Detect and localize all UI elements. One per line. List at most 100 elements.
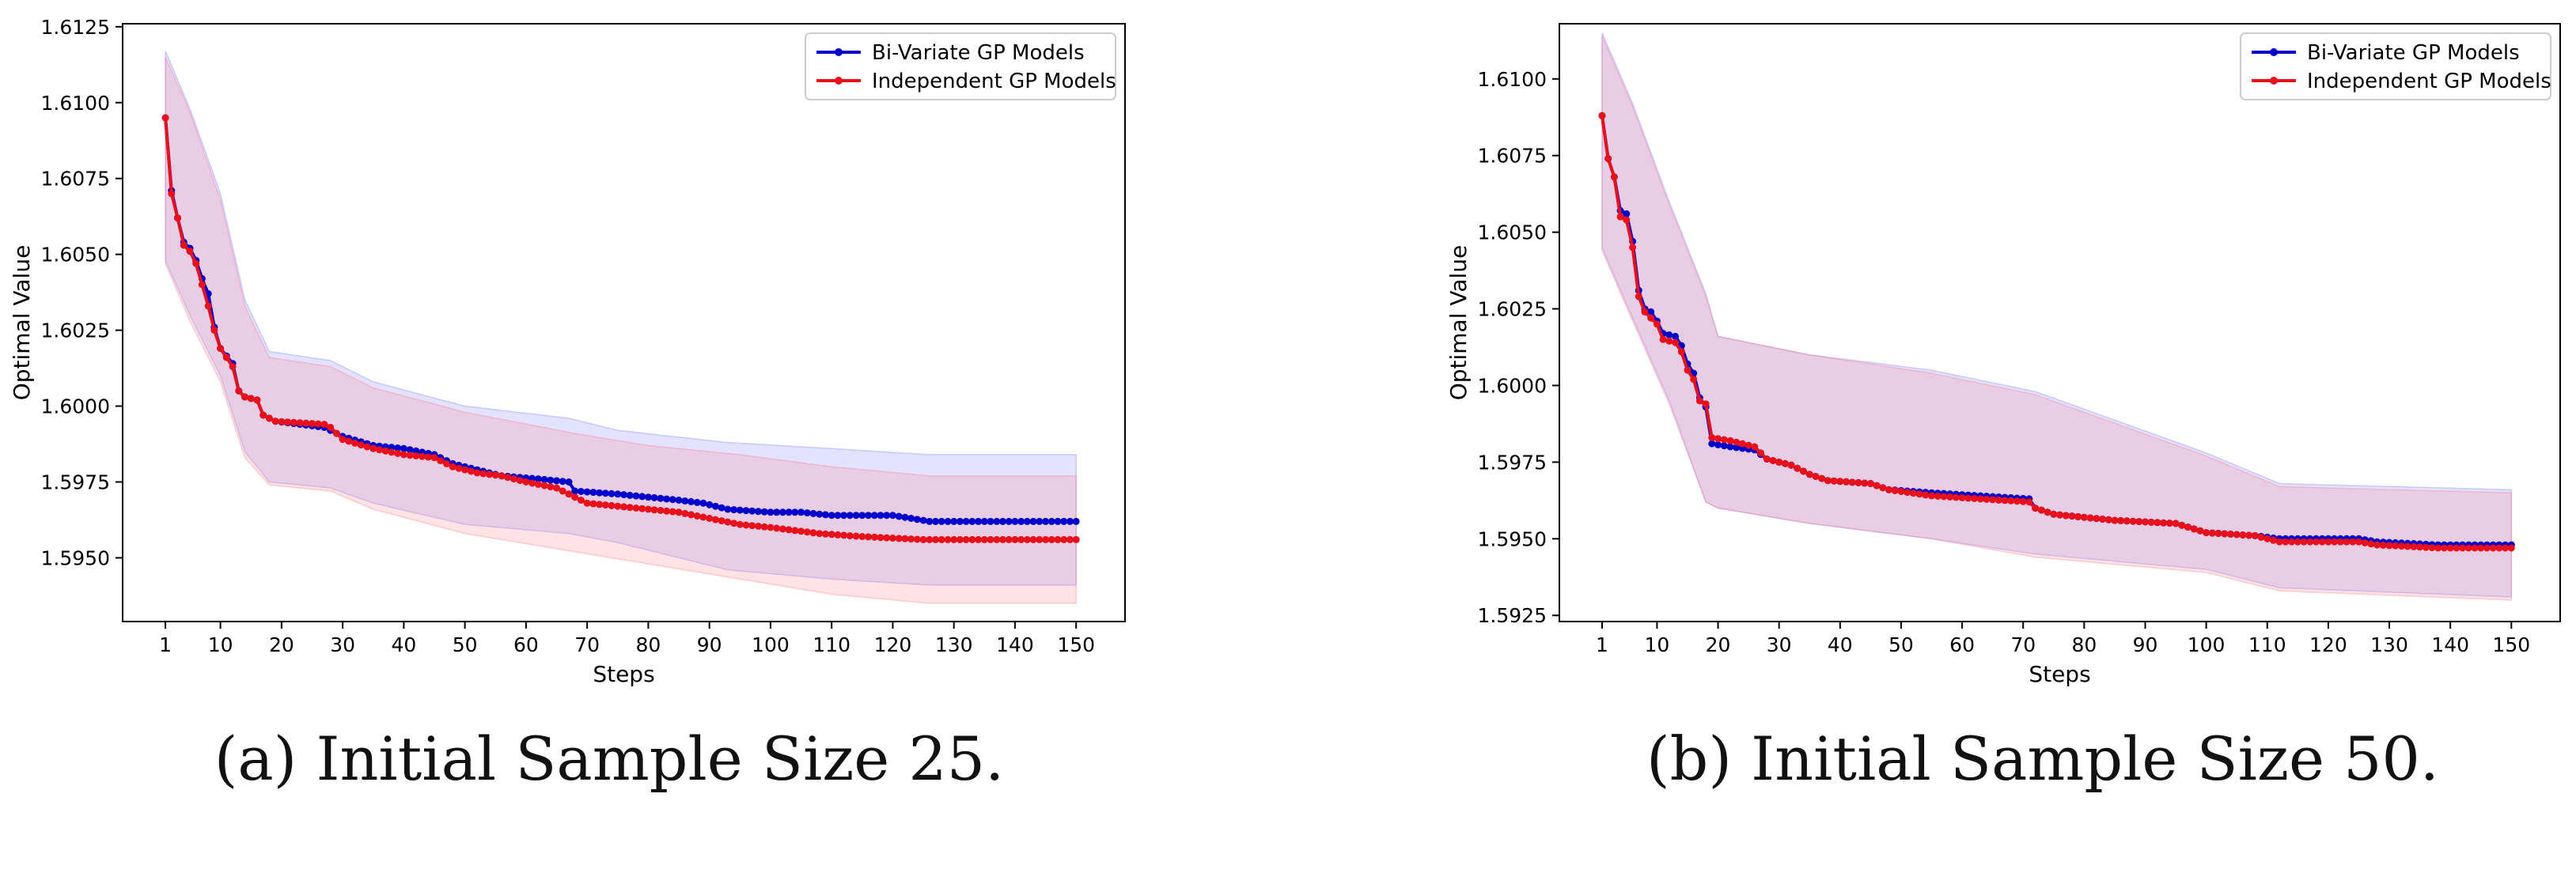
data-point — [1635, 293, 1642, 300]
data-point — [730, 506, 738, 514]
data-point — [2074, 512, 2082, 520]
data-point — [2257, 533, 2265, 541]
data-point — [1708, 433, 1716, 441]
y-tick-label: 1.6000 — [1478, 374, 1547, 397]
data-point — [809, 529, 817, 537]
data-point — [461, 466, 469, 474]
data-point — [852, 532, 860, 540]
data-point — [883, 534, 891, 542]
data-point — [632, 492, 640, 500]
data-point — [601, 501, 609, 509]
x-tick-label: 1 — [1596, 633, 1608, 656]
data-point — [778, 525, 786, 533]
data-point — [357, 441, 365, 449]
data-point — [2086, 514, 2094, 522]
data-point — [938, 517, 945, 525]
data-point — [675, 508, 683, 516]
data-point — [332, 429, 340, 437]
data-point — [1897, 488, 1905, 495]
data-point — [711, 502, 719, 510]
x-tick-label: 40 — [391, 633, 416, 656]
data-point — [1787, 461, 1795, 469]
data-point — [473, 469, 481, 477]
data-point — [724, 518, 732, 526]
data-point — [2227, 531, 2234, 538]
data-point — [785, 526, 793, 534]
data-point — [1848, 478, 1856, 486]
data-point — [314, 420, 322, 428]
data-point — [2019, 497, 2027, 505]
data-point — [1757, 449, 1764, 457]
data-point — [840, 512, 848, 520]
data-point — [1604, 155, 1612, 163]
data-point — [724, 505, 732, 513]
data-point — [1042, 517, 1050, 525]
x-tick-label: 20 — [269, 633, 294, 656]
data-point — [2495, 544, 2503, 552]
data-point — [2165, 520, 2173, 527]
data-point — [858, 533, 866, 540]
data-point — [2270, 536, 2277, 544]
data-point — [1702, 400, 1710, 408]
data-point — [577, 488, 585, 495]
data-point — [1983, 495, 1991, 503]
data-point — [1866, 480, 1874, 487]
data-point — [534, 481, 542, 488]
data-point — [950, 535, 958, 543]
data-point — [2361, 539, 2369, 546]
data-point — [901, 513, 909, 521]
data-point — [926, 517, 934, 525]
data-point — [773, 508, 781, 516]
data-point — [828, 531, 835, 539]
data-point — [290, 418, 297, 426]
data-point — [840, 531, 848, 539]
data-point — [650, 493, 658, 501]
data-point — [1971, 494, 1978, 502]
data-point — [1042, 535, 1050, 543]
data-point — [1726, 436, 1734, 444]
data-point — [767, 508, 775, 516]
data-point — [2440, 544, 2448, 552]
data-point — [980, 535, 988, 543]
data-point — [895, 512, 903, 520]
data-point — [486, 471, 493, 478]
data-point — [2392, 542, 2400, 550]
data-point — [877, 534, 885, 542]
data-point — [693, 498, 701, 506]
data-point — [816, 530, 824, 538]
data-point — [632, 505, 640, 512]
data-point — [1904, 489, 1911, 497]
data-point — [2502, 544, 2510, 552]
data-point — [406, 446, 414, 454]
data-point — [1047, 517, 1055, 525]
y-tick-label: 1.5950 — [1478, 527, 1547, 550]
data-point — [198, 281, 206, 289]
data-point — [2453, 544, 2460, 552]
data-point — [870, 533, 878, 541]
data-point — [2373, 541, 2381, 549]
y-tick-label: 1.6025 — [41, 319, 110, 342]
data-point — [351, 439, 359, 447]
data-point — [565, 490, 573, 498]
data-point — [1072, 517, 1080, 525]
data-point — [1047, 535, 1055, 543]
confidence-band-independent — [1601, 36, 2513, 601]
y-axis-label: Optimal Value — [1445, 245, 1472, 401]
x-tick-label: 40 — [1828, 633, 1853, 656]
data-point — [797, 508, 805, 516]
x-tick-label: 120 — [874, 633, 912, 656]
data-point — [1017, 535, 1025, 543]
legend-swatch-marker — [835, 77, 843, 85]
data-point — [278, 418, 286, 425]
data-point — [1629, 244, 1637, 251]
data-point — [596, 489, 604, 497]
data-point — [608, 489, 616, 497]
data-point — [2410, 542, 2418, 550]
data-point — [1836, 478, 1844, 486]
data-point — [1647, 314, 1655, 322]
data-point — [1885, 486, 1892, 493]
data-point — [699, 513, 707, 521]
data-point — [1677, 348, 1685, 356]
data-point — [888, 512, 896, 520]
data-point — [504, 474, 512, 482]
